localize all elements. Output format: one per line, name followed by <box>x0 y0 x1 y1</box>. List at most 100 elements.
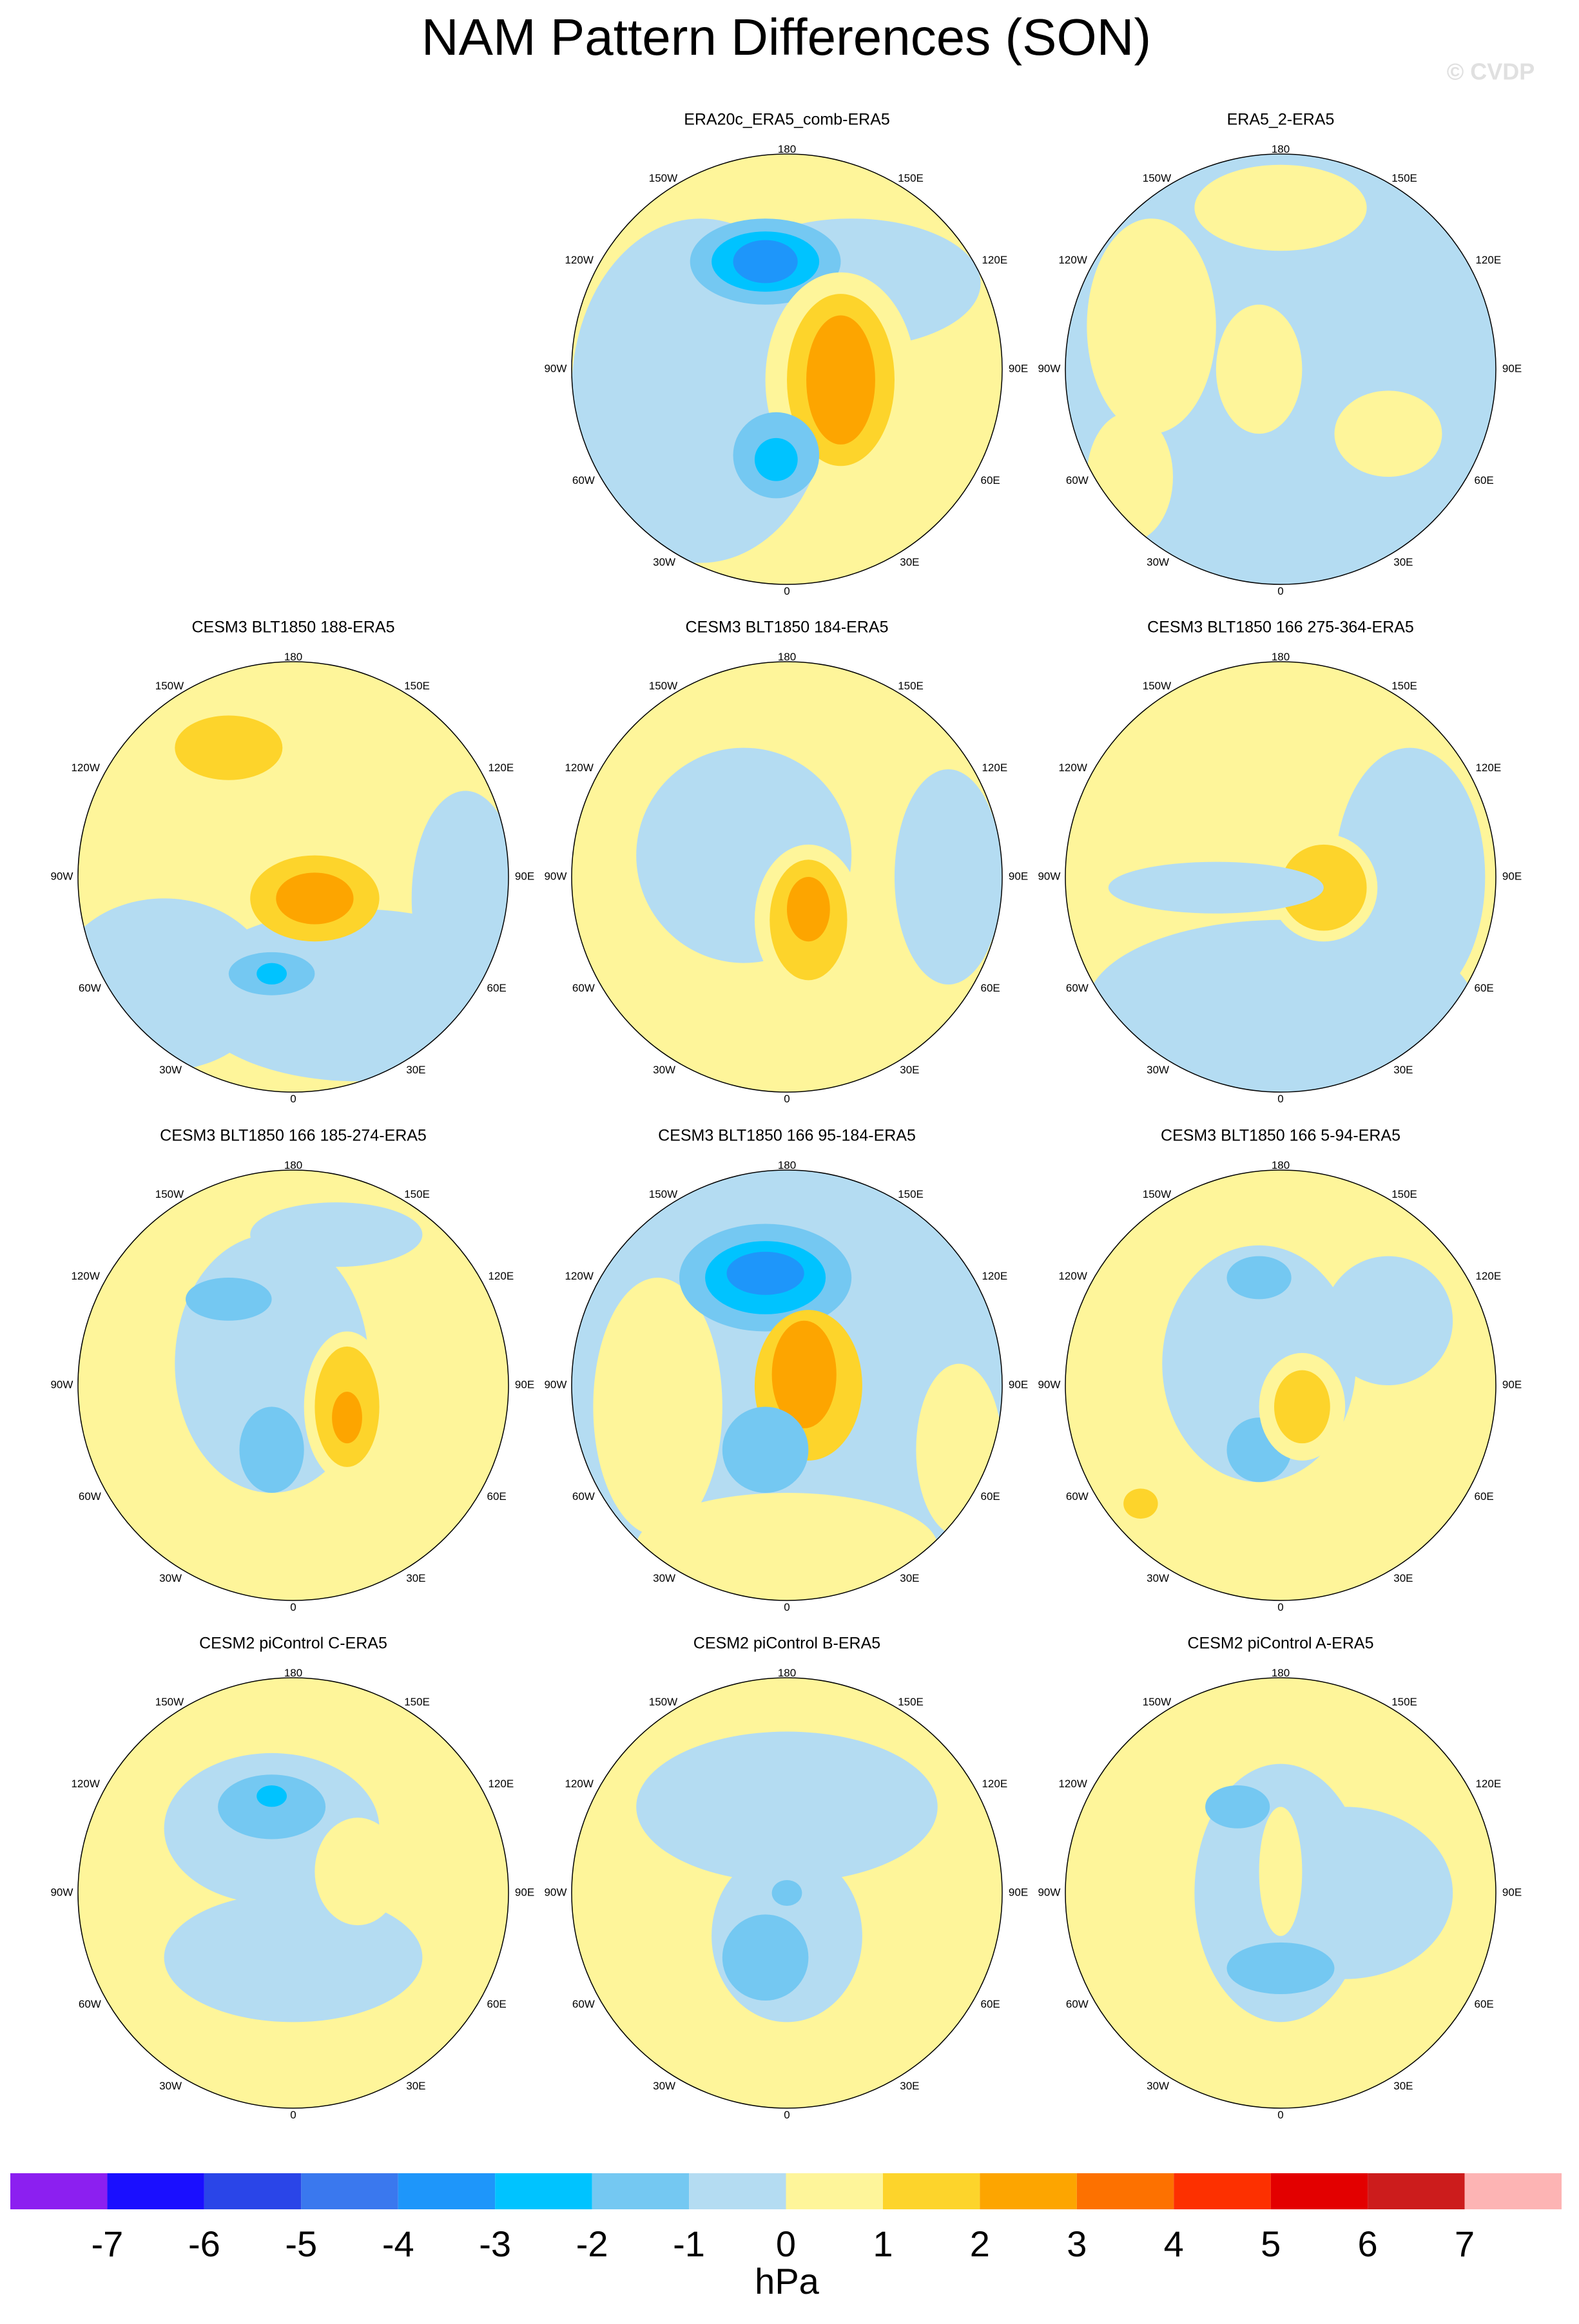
longitude-label: 60E <box>981 982 1000 994</box>
field-contour <box>771 1879 802 1906</box>
longitude-label: 150E <box>1391 1188 1417 1200</box>
colorbar-tick-label: 3 <box>1067 2223 1087 2264</box>
longitude-label: 150W <box>1143 680 1171 692</box>
map-border <box>571 153 1003 585</box>
longitude-label: 120E <box>1475 762 1501 774</box>
longitude-label: 120W <box>1058 1778 1087 1790</box>
colorbar-tick-label: 6 <box>1358 2223 1378 2264</box>
longitude-label: 120E <box>488 1270 514 1282</box>
field-contour <box>1108 861 1324 914</box>
panel-title: CESM3 BLT1850 184-ERA5 <box>686 619 889 637</box>
longitude-label: 60W <box>572 1998 595 2010</box>
longitude-label: 120W <box>1058 1270 1087 1282</box>
longitude-label: 90E <box>515 1886 534 1898</box>
field-contour <box>1334 390 1442 477</box>
longitude-label: 120W <box>565 762 593 774</box>
panel-title: CESM2 piControl C-ERA5 <box>199 1635 387 1653</box>
field-contour <box>276 872 354 925</box>
longitude-label: 90W <box>50 1378 73 1390</box>
panel-title: CESM3 BLT1850 188-ERA5 <box>192 619 395 637</box>
longitude-label: 150W <box>649 680 677 692</box>
longitude-label: 120E <box>1475 1270 1501 1282</box>
field-contour <box>636 963 766 1050</box>
field-contour <box>1123 1488 1158 1519</box>
field-contour <box>1226 1942 1335 1994</box>
field-contour <box>250 1202 423 1267</box>
longitude-label: 60E <box>981 474 1000 486</box>
colorbar-tick-label: 0 <box>776 2223 796 2264</box>
colorbar-tick-label: 4 <box>1164 2223 1184 2264</box>
colorbar-box <box>1464 2173 1562 2209</box>
field-contour <box>1323 1256 1453 1385</box>
longitude-label: 0 <box>1277 1601 1283 1613</box>
map-panel: CESM3 BLT1850 166 95-184-ERA5 180 150W 150E… <box>544 1127 1028 1614</box>
field-contour <box>186 1278 272 1321</box>
longitude-label: 120W <box>565 1270 593 1282</box>
longitude-label: 90W <box>1038 362 1060 374</box>
field-contour <box>411 791 509 1006</box>
map-border <box>1065 661 1497 1093</box>
map-panel: CESM2 piControl B-ERA5 180 150W 150E 120W 120… <box>544 1635 1028 2122</box>
panel-title: CESM3 BLT1850 166 275-364-ERA5 <box>1147 619 1414 637</box>
longitude-label: 30W <box>1147 556 1169 568</box>
panel-title: CESM3 BLT1850 166 95-184-ERA5 <box>658 1127 916 1145</box>
longitude-label: 30W <box>159 1572 182 1584</box>
field-contour <box>895 769 1002 984</box>
longitude-label: 0 <box>784 1093 790 1105</box>
longitude-label: 30W <box>653 2080 675 2092</box>
longitude-label: 90E <box>1502 1378 1522 1390</box>
map-panel: CESM3 BLT1850 188-ERA5 180 150W 150E 120W 120… <box>50 619 534 1106</box>
panel-title: ERA20c_ERA5_comb-ERA5 <box>684 111 890 129</box>
longitude-label: 60W <box>572 474 595 486</box>
field-contour <box>175 715 283 780</box>
longitude-label: 120E <box>982 762 1007 774</box>
field-contour <box>1334 747 1486 1006</box>
map-border <box>1065 1677 1497 2109</box>
field-contour <box>1205 1785 1270 1829</box>
colorbar-tick-label: 1 <box>873 2223 893 2264</box>
longitude-label: 30E <box>406 1064 425 1076</box>
longitude-label: 90W <box>544 1886 567 1898</box>
longitude-label: 60E <box>487 1998 507 2010</box>
colorbar-box <box>10 2173 108 2209</box>
longitude-label: 150E <box>898 1696 924 1708</box>
longitude-label: 120E <box>982 254 1007 266</box>
longitude-label: 150E <box>898 172 924 184</box>
longitude-label: 180 <box>284 1159 302 1171</box>
field-contour <box>787 877 830 942</box>
longitude-label: 60E <box>487 1490 507 1503</box>
field-contour <box>722 1407 809 1493</box>
colorbar-box <box>882 2173 980 2209</box>
map-field <box>572 1678 1002 2108</box>
colorbar-tick-label: 7 <box>1455 2223 1475 2264</box>
longitude-label: 150E <box>404 680 430 692</box>
longitude-label: 60W <box>572 982 595 994</box>
colorbar-box <box>495 2173 592 2209</box>
map-field <box>572 662 1002 1092</box>
field-contour <box>636 1493 938 1600</box>
longitude-label: 90E <box>1502 870 1522 882</box>
longitude-label: 150E <box>404 1188 430 1200</box>
longitude-label: 0 <box>784 2109 790 2121</box>
map-border <box>1065 153 1497 585</box>
figure-title: NAM Pattern Differences (SON) <box>421 8 1151 66</box>
map-border <box>77 1169 509 1601</box>
field-contour <box>315 1818 401 1926</box>
longitude-label: 90W <box>1038 870 1060 882</box>
longitude-label: 30W <box>159 2080 182 2092</box>
longitude-label: 0 <box>784 585 790 597</box>
longitude-label: 120E <box>1475 254 1501 266</box>
longitude-label: 150W <box>1143 172 1171 184</box>
field-contour <box>771 1320 837 1428</box>
field-contour <box>1087 412 1173 542</box>
longitude-label: 90E <box>1502 1886 1522 1898</box>
map-panel: ERA20c_ERA5_comb-ERA5 180 150W 150E 120W 120E… <box>544 111 1028 598</box>
colorbar-tick-label: 2 <box>970 2223 990 2264</box>
colorbar-tick-label: -5 <box>285 2223 317 2264</box>
longitude-label: 30W <box>159 1064 182 1076</box>
longitude-label: 60W <box>1066 1998 1089 2010</box>
longitude-label: 90W <box>544 1378 567 1390</box>
map-field <box>78 1678 509 2108</box>
